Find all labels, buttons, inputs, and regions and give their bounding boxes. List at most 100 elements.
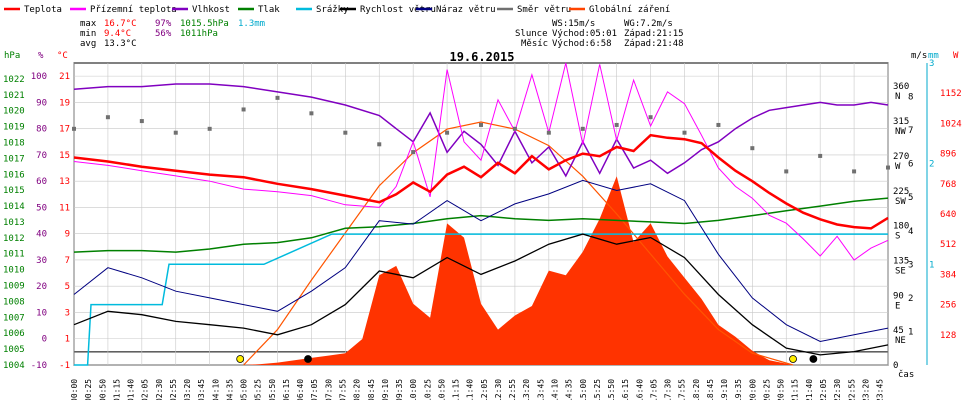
marker-sunset bbox=[789, 355, 797, 363]
axis-dir-compass: E bbox=[895, 301, 900, 311]
axis-mm-tick: 3 bbox=[929, 59, 934, 69]
axis-hpa-tick: 1009 bbox=[3, 282, 25, 292]
axis-pct-tick: 50 bbox=[36, 203, 47, 213]
wind-direction-point bbox=[886, 165, 890, 170]
axis-ms-tick: 1 bbox=[908, 327, 913, 337]
marker-sunrise bbox=[236, 355, 245, 363]
axis-dir-tick: 360 bbox=[893, 82, 909, 92]
axis-hpa-tick: 1008 bbox=[3, 297, 25, 307]
x-tick-label: 02:30 bbox=[155, 379, 164, 400]
axis-pct-tick: 0 bbox=[42, 335, 47, 345]
x-tick-label: 11:15 bbox=[452, 379, 461, 400]
legend-entry: Tlak bbox=[258, 5, 280, 15]
x-tick-label: 03:45 bbox=[197, 379, 206, 400]
axis-ms-tick: 6 bbox=[908, 160, 913, 170]
axis-ms-tick: 2 bbox=[908, 294, 913, 304]
axis-degc-tick: 7 bbox=[65, 256, 70, 266]
series-solar-radiation bbox=[74, 176, 888, 365]
axes: hPa% °C1004100510061007100810091010101110… bbox=[3, 51, 962, 371]
legend-entry: Teplota bbox=[24, 5, 62, 15]
x-tick-label: 10:50 bbox=[437, 379, 446, 400]
wind-direction-point bbox=[784, 169, 789, 174]
x-tick-label: 09:10 bbox=[381, 379, 390, 400]
axis-w-label: W bbox=[953, 51, 959, 61]
stats-pres-min: 1011hPa bbox=[180, 29, 218, 39]
stats-hum-min: 56% bbox=[155, 29, 172, 39]
axis-hpa-tick: 1022 bbox=[3, 75, 25, 85]
x-tick-label: 00:25 bbox=[84, 379, 93, 400]
axis-degc-tick: 15 bbox=[59, 151, 70, 161]
stats-avg-label: avg bbox=[80, 39, 96, 49]
axis-ms-tick: 7 bbox=[908, 126, 913, 136]
x-tick-label: 04:35 bbox=[225, 379, 234, 400]
x-tick-label: 13:45 bbox=[536, 379, 545, 400]
axis-hpa-tick: 1007 bbox=[3, 313, 25, 323]
axis-dir-tick: 225 bbox=[893, 187, 909, 197]
x-tick-label: 20:50 bbox=[777, 379, 786, 400]
x-tick-label: 16:40 bbox=[635, 379, 644, 400]
series-wind-direction bbox=[72, 95, 890, 174]
axis-dir-compass: SW bbox=[895, 197, 906, 207]
x-tick-label: 08:20 bbox=[353, 379, 362, 400]
legend-entry: Náraz větru bbox=[436, 5, 496, 15]
x-tick-label: 00:00 bbox=[70, 379, 79, 400]
wind-direction-point bbox=[818, 153, 823, 158]
axis-hpa-tick: 1006 bbox=[3, 329, 25, 339]
stats-temp-avg: 13.3°C bbox=[104, 39, 137, 49]
wind-direction-point bbox=[750, 146, 755, 151]
axis-degc-tick: 21 bbox=[59, 72, 70, 82]
x-tick-label: 18:20 bbox=[692, 379, 701, 400]
axis-hpa-tick: 1004 bbox=[3, 361, 25, 371]
axis-w-tick: 128 bbox=[940, 331, 956, 341]
x-tick-label: 14:10 bbox=[550, 379, 559, 400]
axis-pct-tick: 80 bbox=[36, 125, 47, 135]
x-tick-label: 20:25 bbox=[762, 379, 771, 400]
x-tick-label: 12:55 bbox=[508, 379, 517, 400]
wind-direction-point bbox=[105, 115, 110, 120]
wind-direction-point bbox=[207, 126, 212, 131]
x-axis-label: čas bbox=[898, 369, 914, 380]
axis-degc-tick: 13 bbox=[59, 177, 70, 187]
axis-ms-tick: 5 bbox=[908, 193, 913, 203]
axis-hpa-tick: 1010 bbox=[3, 266, 25, 276]
stats-rain: 1.3mm bbox=[238, 19, 265, 29]
axis-dir-tick: 90 bbox=[893, 291, 904, 301]
axis-hpa-label: hPa bbox=[4, 51, 20, 61]
axis-w-tick: 640 bbox=[940, 210, 956, 220]
x-tick-label: 17:05 bbox=[649, 379, 658, 400]
axis-degc-tick: 19 bbox=[59, 98, 70, 108]
stats-sun-label: Slunce bbox=[515, 29, 548, 39]
x-tick-label: 01:15 bbox=[112, 379, 121, 400]
axis-w-tick: 256 bbox=[940, 301, 956, 311]
wind-direction-point bbox=[275, 95, 280, 100]
axis-degc-tick: -1 bbox=[59, 361, 70, 371]
x-tick-label: 18:45 bbox=[706, 379, 715, 400]
axis-hpa-tick: 1013 bbox=[3, 218, 25, 228]
x-tick-label: 12:30 bbox=[494, 379, 503, 400]
axis-hpa-tick: 1005 bbox=[3, 345, 25, 355]
x-tick-label: 05:50 bbox=[268, 379, 277, 400]
x-tick-label: 13:20 bbox=[522, 379, 531, 400]
axis-hpa-tick: 1011 bbox=[3, 250, 25, 260]
x-tick-label: 07:55 bbox=[339, 379, 348, 400]
wind-direction-point bbox=[411, 150, 416, 155]
x-tick-label: 17:30 bbox=[664, 379, 673, 400]
axis-degc-tick: 5 bbox=[65, 282, 70, 292]
axis-hpa-tick: 1012 bbox=[3, 234, 25, 244]
axis-pct-tick: 10 bbox=[36, 308, 47, 318]
axis-degc-tick: 17 bbox=[59, 125, 70, 135]
x-tick-label: 15:00 bbox=[579, 379, 588, 400]
axis-mm-tick: 1 bbox=[929, 260, 934, 270]
stats-moon-set: Západ:21:48 bbox=[624, 39, 684, 49]
marker-moonrise bbox=[304, 355, 312, 363]
x-tick-label: 10:00 bbox=[409, 379, 418, 400]
legend-entry: Srážky bbox=[316, 5, 349, 15]
axis-pct-tick: 30 bbox=[36, 256, 47, 266]
wind-direction-point bbox=[377, 142, 382, 147]
x-tick-label: 14:35 bbox=[565, 379, 574, 400]
stats-temp-max: 16.7°C bbox=[104, 19, 137, 29]
axis-hpa-tick: 1014 bbox=[3, 202, 25, 212]
stats-wg: WG:7.2m/s bbox=[624, 19, 673, 29]
axis-dir-tick: 0 bbox=[893, 361, 898, 371]
